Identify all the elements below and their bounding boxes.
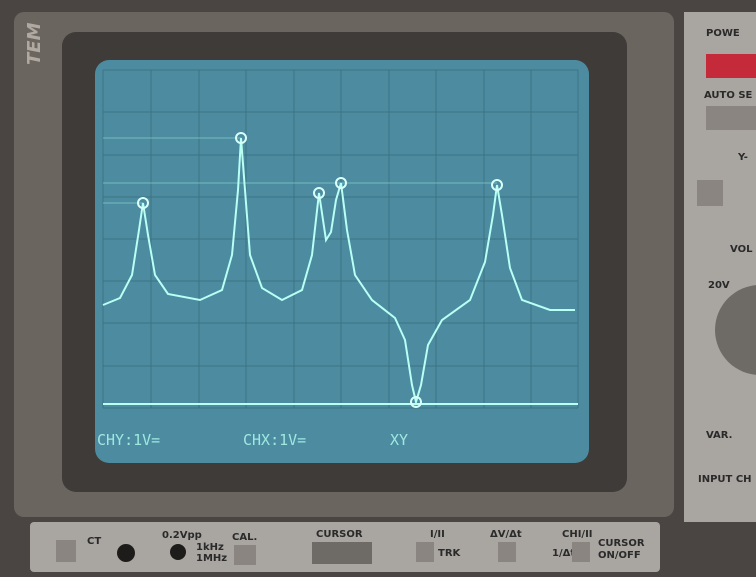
on-off-label: ON/OFF [598, 550, 641, 561]
volts-label: VOL [730, 244, 753, 255]
y-label: Y- [737, 152, 748, 163]
cal-label: CAL. [232, 532, 257, 543]
power-button[interactable] [706, 54, 756, 78]
chx-readout: CHX:1V= [243, 431, 306, 449]
ct-label: CT [87, 536, 101, 547]
chy-readout: CHY:1V= [97, 431, 160, 449]
mode-readout: XY [390, 431, 408, 449]
cursor-rocker[interactable] [312, 542, 372, 564]
input-label: INPUT CH [698, 474, 752, 485]
ch-button[interactable] [416, 542, 434, 562]
y-button[interactable] [697, 180, 723, 206]
ch-label: I/II [430, 529, 445, 540]
power-label: POWE [706, 28, 740, 39]
trk-label: TRK [438, 548, 462, 559]
right-panel [684, 12, 756, 522]
crt-screen [95, 60, 589, 463]
chsel-button[interactable] [572, 542, 590, 562]
cursor-label: CURSOR [316, 529, 363, 540]
dv-button[interactable] [498, 542, 516, 562]
ct-jack [117, 544, 135, 562]
cursor-lines [103, 137, 497, 204]
cal-button[interactable] [234, 545, 256, 565]
graticule [102, 69, 579, 409]
cal-jack [170, 544, 186, 560]
peak-markers [137, 132, 503, 408]
range-label: 20V [708, 280, 730, 291]
dv-label: ΔV/Δt [490, 529, 522, 540]
cursor-on-label: CURSOR [598, 538, 645, 549]
var-label: VAR. [706, 430, 732, 441]
vpp-label: 0.2Vpp [162, 530, 202, 541]
trace [102, 137, 575, 406]
brand: TEM [24, 22, 45, 65]
volts-knob[interactable] [715, 285, 756, 375]
chsel-label: CHI/II [562, 529, 593, 540]
autoset-label: AUTO SE [704, 90, 753, 101]
mhz-label: 1MHz [196, 553, 227, 564]
khz-label: 1kHz [196, 542, 224, 553]
inv-label: 1/Δt [552, 548, 575, 559]
autoset-button[interactable] [706, 106, 756, 130]
ct-button[interactable] [56, 540, 76, 562]
